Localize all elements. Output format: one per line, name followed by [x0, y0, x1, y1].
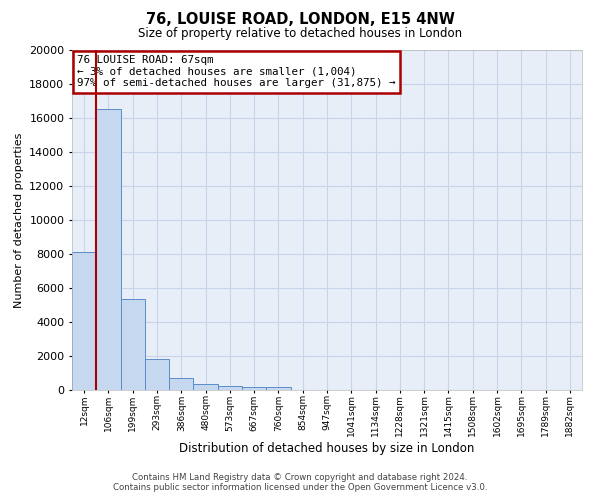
Bar — [218, 386, 242, 390]
Bar — [121, 299, 145, 390]
Text: 76 LOUISE ROAD: 67sqm
← 3% of detached houses are smaller (1,004)
97% of semi-de: 76 LOUISE ROAD: 67sqm ← 3% of detached h… — [77, 55, 395, 88]
Bar — [72, 252, 96, 390]
Y-axis label: Number of detached properties: Number of detached properties — [14, 132, 23, 308]
Text: 76, LOUISE ROAD, LONDON, E15 4NW: 76, LOUISE ROAD, LONDON, E15 4NW — [146, 12, 454, 28]
Bar — [169, 378, 193, 390]
Bar — [242, 386, 266, 390]
Bar — [96, 108, 121, 390]
Bar — [266, 388, 290, 390]
Text: Contains HM Land Registry data © Crown copyright and database right 2024.
Contai: Contains HM Land Registry data © Crown c… — [113, 473, 487, 492]
Text: Size of property relative to detached houses in London: Size of property relative to detached ho… — [138, 28, 462, 40]
X-axis label: Distribution of detached houses by size in London: Distribution of detached houses by size … — [179, 442, 475, 455]
Bar — [193, 384, 218, 390]
Bar — [145, 358, 169, 390]
